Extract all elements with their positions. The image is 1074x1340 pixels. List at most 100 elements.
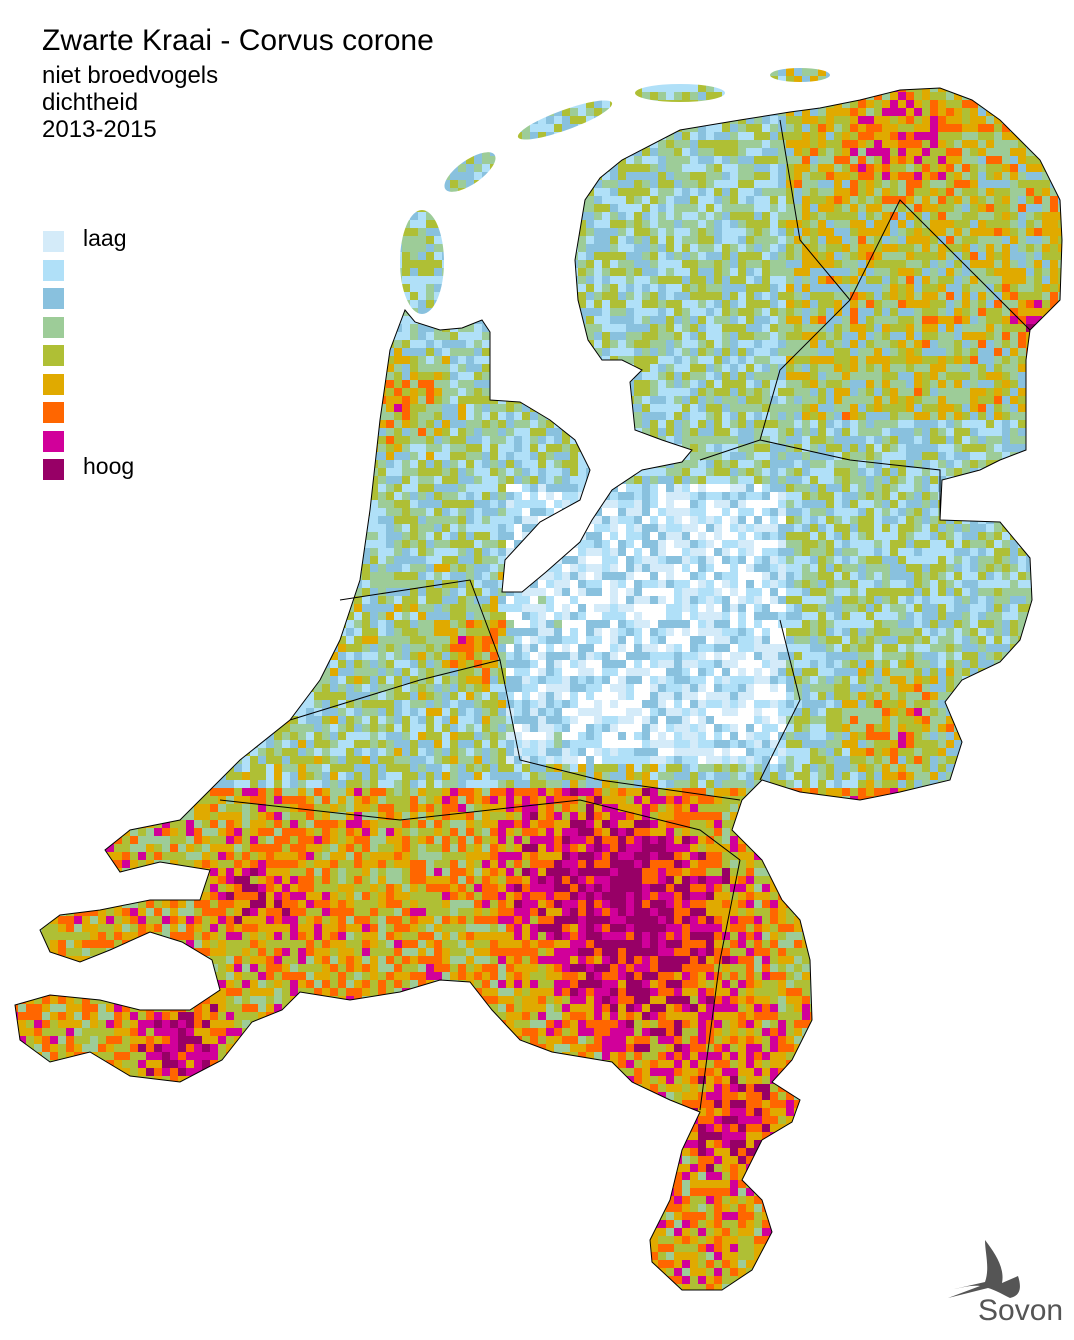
density-cell <box>866 212 874 220</box>
density-cell <box>690 164 698 172</box>
density-cell <box>538 148 546 156</box>
density-cell <box>850 116 858 124</box>
density-cell <box>770 228 778 236</box>
density-cell <box>682 132 690 140</box>
density-cell <box>626 244 634 252</box>
density-cell <box>10 188 18 196</box>
density-cell <box>282 156 290 164</box>
density-cell <box>418 60 426 68</box>
density-cell <box>922 124 930 132</box>
density-cell <box>242 116 250 124</box>
density-cell <box>402 188 410 196</box>
density-cell <box>626 196 634 204</box>
density-cell <box>378 84 386 92</box>
density-cell <box>34 92 42 100</box>
density-cell <box>466 332 474 340</box>
density-cell <box>178 348 186 356</box>
density-cell <box>10 116 18 124</box>
density-cell <box>346 356 354 364</box>
density-cell <box>650 188 658 196</box>
density-cell <box>458 60 466 68</box>
density-cell <box>18 228 26 236</box>
density-cell <box>306 124 314 132</box>
density-cell <box>442 100 450 108</box>
density-cell <box>786 316 794 324</box>
density-cell <box>722 284 730 292</box>
density-cell <box>194 308 202 316</box>
density-cell <box>506 148 514 156</box>
density-cell <box>338 276 346 284</box>
density-cell <box>82 148 90 156</box>
density-cell <box>610 188 618 196</box>
density-cell <box>786 268 794 276</box>
density-cell <box>442 356 450 364</box>
density-cell <box>338 124 346 132</box>
density-cell <box>322 276 330 284</box>
density-cell <box>778 300 786 308</box>
density-cell <box>706 116 714 124</box>
density-cell <box>594 340 602 348</box>
density-cell <box>370 228 378 236</box>
density-cell <box>226 204 234 212</box>
density-cell <box>170 236 178 244</box>
density-cell <box>770 188 778 196</box>
density-cell <box>410 332 418 340</box>
density-cell <box>506 356 514 364</box>
density-cell <box>746 60 754 68</box>
density-cell <box>394 84 402 92</box>
density-cell <box>866 108 874 116</box>
density-cell <box>82 180 90 188</box>
density-cell <box>810 300 818 308</box>
density-cell <box>290 68 298 76</box>
density-cell <box>162 268 170 276</box>
density-cell <box>586 100 594 108</box>
density-cell <box>66 340 74 348</box>
density-cell <box>50 188 58 196</box>
density-cell <box>370 340 378 348</box>
density-cell <box>522 100 530 108</box>
density-cell <box>330 252 338 260</box>
density-cell <box>434 308 442 316</box>
density-cell <box>114 356 122 364</box>
density-cell <box>970 116 978 124</box>
density-cell <box>986 188 994 196</box>
density-cell <box>370 356 378 364</box>
density-cell <box>170 100 178 108</box>
density-cell <box>762 332 770 340</box>
density-cell <box>362 124 370 132</box>
density-cell <box>266 212 274 220</box>
density-cell <box>810 236 818 244</box>
density-cell <box>274 132 282 140</box>
density-cell <box>466 260 474 268</box>
density-cell <box>418 236 426 244</box>
density-cell <box>474 300 482 308</box>
density-cell <box>474 148 482 156</box>
density-cell <box>386 356 394 364</box>
density-cell <box>314 196 322 204</box>
density-cell <box>562 356 570 364</box>
density-cell <box>402 260 410 268</box>
density-cell <box>282 212 290 220</box>
density-cell <box>178 100 186 108</box>
density-cell <box>26 92 34 100</box>
density-cell <box>154 100 162 108</box>
density-cell <box>922 332 930 340</box>
density-cell <box>282 124 290 132</box>
density-cell <box>938 284 946 292</box>
density-cell <box>266 164 274 172</box>
density-cell <box>234 244 242 252</box>
density-cell <box>386 300 394 308</box>
density-cell <box>554 60 562 68</box>
density-cell <box>1026 276 1034 284</box>
density-cell <box>290 300 298 308</box>
density-cell <box>290 276 298 284</box>
density-cell <box>586 292 594 300</box>
density-cell <box>594 156 602 164</box>
density-cell <box>218 132 226 140</box>
density-cell <box>650 252 658 260</box>
density-cell <box>282 268 290 276</box>
density-cell <box>34 276 42 284</box>
density-cell <box>202 356 210 364</box>
density-cell <box>554 140 562 148</box>
density-cell <box>194 212 202 220</box>
